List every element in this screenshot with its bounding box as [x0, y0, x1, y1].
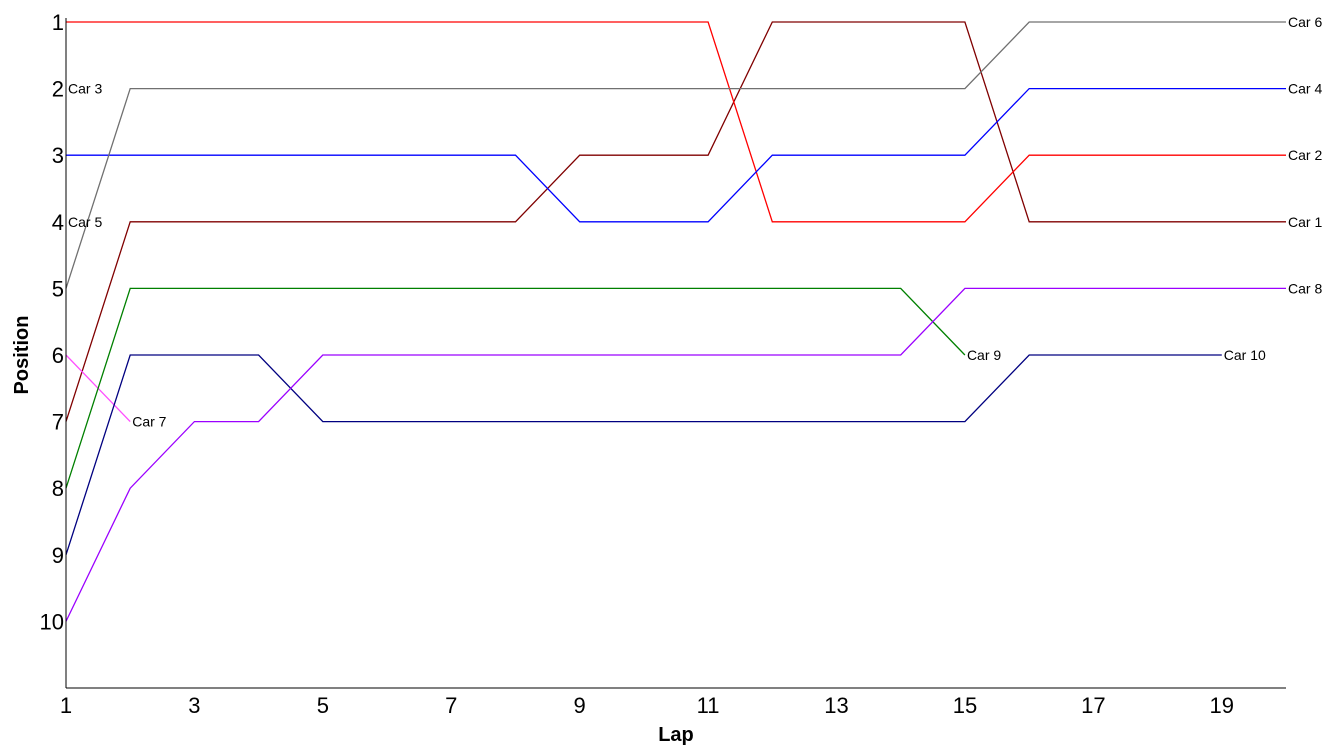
x-tick-label: 9 [574, 693, 586, 718]
series-line-car-1 [65, 21, 1286, 422]
x-tick-label: 15 [953, 693, 977, 718]
x-tick-label: 3 [188, 693, 200, 718]
y-tick-label: 2 [52, 77, 64, 102]
x-tick-label: 5 [317, 693, 329, 718]
series-line-car-8 [65, 287, 1286, 622]
y-tick-label: 5 [52, 276, 64, 301]
series-lines [65, 21, 1286, 622]
series-label-car-7: Car 7 [132, 414, 166, 430]
series-line-car-5 [65, 287, 966, 489]
x-tick-label: 1 [60, 693, 72, 718]
series-labels: Car 3 Car 5 Car 7 Car 9 Car 10 Car 6 Car 4 Car … [68, 14, 1322, 430]
x-tick-label: 7 [445, 693, 457, 718]
axes [65, 18, 1286, 689]
series-line-car-4 [66, 87, 1286, 223]
series-label-car-6: Car 6 [1288, 14, 1322, 30]
series-label-car-8: Car 8 [1288, 280, 1322, 296]
y-tick-label: 8 [52, 476, 64, 501]
series-label-car-5: Car 5 [68, 214, 102, 230]
y-tick-label: 9 [52, 543, 64, 568]
series-label-car-4: Car 4 [1288, 81, 1322, 97]
y-tick-label: 10 [40, 609, 64, 634]
y-tick-label: 1 [52, 10, 64, 35]
x-tick-label: 19 [1210, 693, 1234, 718]
x-tick-label: 11 [697, 693, 720, 718]
x-tick-label: 17 [1081, 693, 1105, 718]
y-axis-title: Position [11, 316, 33, 395]
series-label-car-10: Car 10 [1224, 347, 1266, 363]
series-label-car-9: Car 9 [967, 347, 1001, 363]
series-line-car-6 [65, 21, 1286, 289]
series-line-car-7 [65, 354, 1222, 555]
x-axis-title: Lap [658, 724, 694, 746]
y-tick-label: 3 [52, 143, 64, 168]
x-tick-label: 13 [824, 693, 848, 718]
y-tick-label: 4 [52, 210, 64, 235]
series-label-car-3: Car 3 [68, 81, 102, 97]
y-tick-label: 7 [52, 410, 64, 435]
series-line-car-2 [66, 21, 1286, 223]
series-label-car-2: Car 2 [1288, 147, 1322, 163]
y-tick-label: 6 [52, 343, 64, 368]
series-label-car-1: Car 1 [1288, 214, 1322, 230]
